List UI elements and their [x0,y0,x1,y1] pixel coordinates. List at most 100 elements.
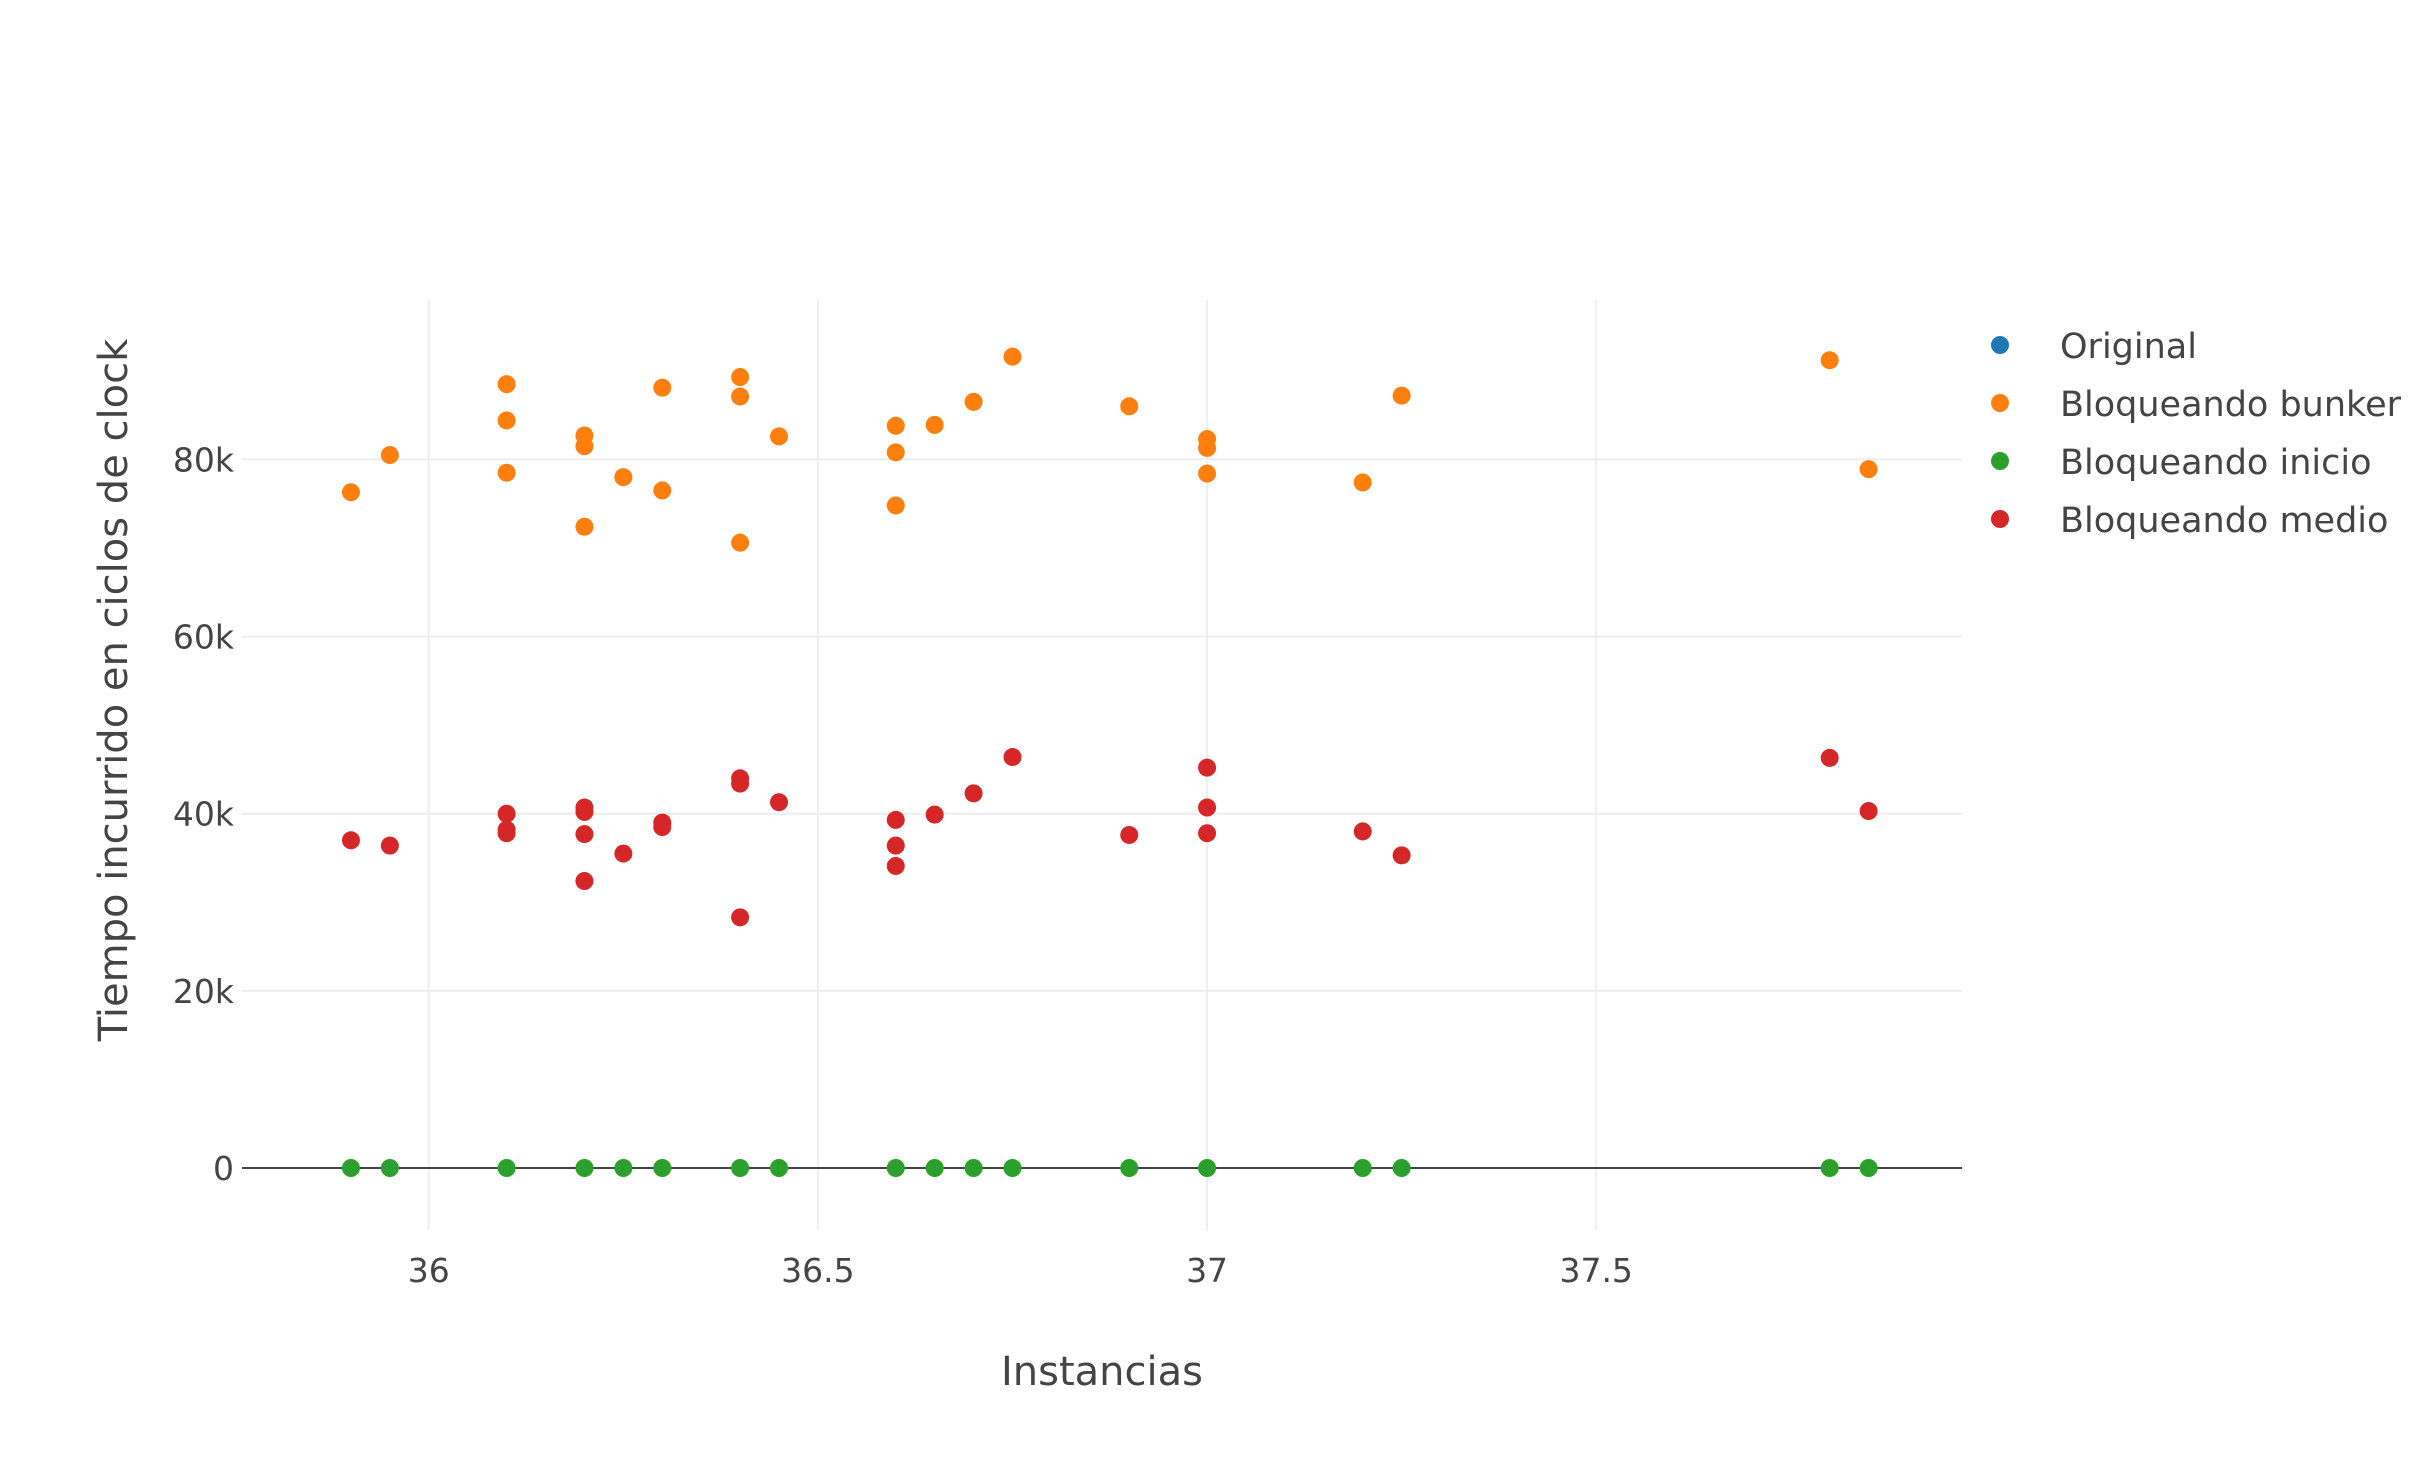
data-point[interactable] [575,825,594,844]
data-point[interactable] [497,824,516,843]
legend-item[interactable]: Bloqueando bunker [1991,385,2402,425]
legend-label: Bloqueando inicio [2060,443,2371,483]
data-point[interactable] [575,437,594,456]
gridlines [242,300,1962,1230]
legend-marker [1991,452,2009,470]
data-point[interactable] [575,872,594,891]
data-point[interactable] [653,1159,672,1177]
data-point[interactable] [497,1159,516,1177]
data-point[interactable] [886,836,905,855]
data-point[interactable] [886,416,905,435]
data-point[interactable] [575,802,594,821]
data-point[interactable] [1353,473,1372,492]
data-point[interactable] [1120,1159,1139,1177]
data-point[interactable] [964,1159,983,1177]
data-point[interactable] [1859,460,1878,479]
data-point[interactable] [886,810,905,829]
data-point[interactable] [1392,386,1411,405]
legend-item[interactable]: Bloqueando inicio [1991,443,2371,483]
data-point[interactable] [341,1159,360,1177]
data-point[interactable] [1353,822,1372,841]
y-tick-label: 40k [173,795,235,834]
data-point[interactable] [341,831,360,850]
y-tick-label: 0 [213,1149,234,1188]
data-point[interactable] [1820,1159,1839,1177]
series-bloqueando-medio [341,748,1878,927]
y-tick-label: 80k [173,440,235,479]
data-point[interactable] [964,392,983,411]
data-point[interactable] [1198,1159,1217,1177]
data-point[interactable] [1003,1159,1022,1177]
data-point[interactable] [497,804,516,823]
data-point[interactable] [731,908,750,927]
data-point[interactable] [1003,748,1022,767]
y-tick-label: 20k [173,972,235,1011]
data-point[interactable] [1392,846,1411,865]
legend-item[interactable]: Original [1991,327,2197,367]
data-point[interactable] [380,836,399,855]
data-point[interactable] [770,1159,789,1177]
x-axis-title: Instancias [1001,1349,1203,1395]
data-point[interactable] [1120,397,1139,416]
data-point[interactable] [614,1159,633,1177]
data-point[interactable] [614,468,633,487]
legend-marker [1991,394,2009,412]
y-tick-label: 60k [173,618,235,657]
data-point[interactable] [1198,758,1217,777]
data-point[interactable] [1859,802,1878,821]
data-point[interactable] [964,784,983,803]
data-point[interactable] [1198,798,1217,817]
data-point[interactable] [1859,1159,1878,1177]
data-point[interactable] [770,427,789,446]
data-point[interactable] [575,517,594,536]
data-point[interactable] [380,446,399,464]
data-point[interactable] [1820,351,1839,370]
data-point[interactable] [497,411,516,430]
data-point[interactable] [731,387,750,406]
data-point[interactable] [731,533,750,552]
data-point[interactable] [1198,438,1217,457]
data-point[interactable] [497,375,516,394]
data-point[interactable] [886,1159,905,1177]
data-point[interactable] [731,774,750,793]
data-point[interactable] [886,856,905,875]
data-point[interactable] [925,805,944,824]
x-tick-label: 37 [1186,1251,1228,1290]
legend-marker [1991,510,2009,528]
data-point[interactable] [1120,825,1139,844]
data-point[interactable] [497,463,516,482]
legend-label: Original [2060,327,2197,367]
series-bloqueando-bunker [341,347,1878,552]
data-point[interactable] [575,1159,594,1177]
x-tick-label: 36 [408,1251,450,1290]
data-point[interactable] [1003,347,1022,366]
legend-label: Bloqueando bunker [2060,385,2402,425]
legend-item[interactable]: Bloqueando medio [1991,501,2388,541]
data-point[interactable] [1198,464,1217,483]
legend-label: Bloqueando medio [2060,501,2388,541]
data-point[interactable] [925,415,944,434]
data-point[interactable] [341,483,360,502]
data-point[interactable] [653,378,672,397]
tick-labels: 36 36.5 37 37.5 0 20k 40k 60k 80k [173,440,1633,1290]
data-point[interactable] [925,1159,944,1177]
data-point[interactable] [731,1159,750,1177]
data-point[interactable] [653,481,672,500]
legend-marker [1991,336,2009,354]
data-points [341,347,1878,1177]
data-point[interactable] [614,844,633,863]
x-tick-label: 37.5 [1559,1251,1632,1290]
data-point[interactable] [770,793,789,812]
data-point[interactable] [380,1159,399,1177]
data-point[interactable] [653,818,672,836]
data-point[interactable] [1392,1159,1411,1177]
legend[interactable]: Original Bloqueando bunker Bloqueando inic… [1991,327,2402,541]
data-point[interactable] [1820,748,1839,767]
data-point[interactable] [731,368,750,387]
data-point[interactable] [886,496,905,515]
data-point[interactable] [886,443,905,462]
series-bloqueando-inicio [341,1159,1878,1177]
data-point[interactable] [1353,1159,1372,1177]
data-point[interactable] [1198,824,1217,843]
